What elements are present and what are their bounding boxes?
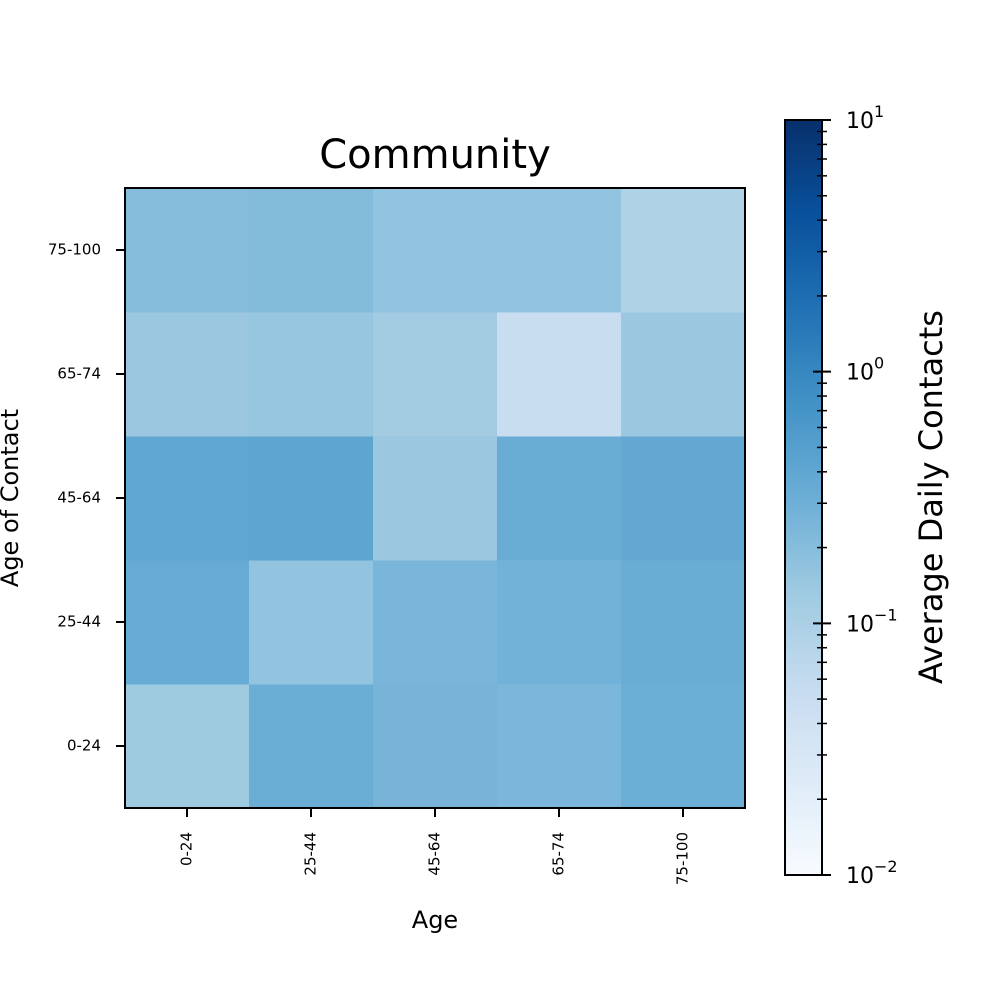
colorbar-tick-label: 10−2	[846, 857, 898, 889]
colorbar: 10−2 10−1 100 101 Average Daily Contacts	[784, 102, 950, 889]
colorbar-tick-label: 10−1	[846, 605, 898, 637]
y-axis-ticks: 0-24 25-44 45-64 65-74 75-100	[48, 241, 125, 755]
colorbar-gradient	[785, 120, 822, 875]
heatmap-cell	[373, 188, 498, 313]
heatmap-cell	[249, 684, 374, 809]
heatmap-cell	[621, 684, 746, 809]
heatmap-cell	[497, 436, 622, 561]
x-axis-ticks: 0-24 25-44 45-64 65-74 75-100	[178, 808, 692, 885]
heatmap-cell	[373, 560, 498, 685]
heatmap-cell	[125, 312, 250, 437]
x-tick-label: 65-74	[550, 832, 568, 876]
heatmap-cell	[125, 188, 250, 313]
x-tick-label: 25-44	[302, 832, 320, 876]
heatmap-cell	[125, 436, 250, 561]
heatmap-cell	[373, 312, 498, 437]
heatmap-cell	[497, 312, 622, 437]
heatmap-cell	[497, 684, 622, 809]
colorbar-frame	[784, 119, 823, 876]
y-tick-label: 65-74	[57, 365, 101, 383]
y-tick-label: 25-44	[57, 613, 101, 631]
y-tick-label: 0-24	[67, 737, 101, 755]
x-tick-label: 0-24	[178, 832, 196, 866]
heatmap-cell	[249, 436, 374, 561]
colorbar-tick-label: 100	[846, 354, 884, 386]
colorbar-tick-label: 101	[846, 102, 884, 134]
heatmap-cells	[125, 188, 746, 809]
heatmap-cell	[621, 560, 746, 685]
y-tick-label: 75-100	[48, 241, 101, 259]
heatmap-cell	[621, 188, 746, 313]
y-tick-label: 45-64	[57, 489, 101, 507]
heatmap-cell	[373, 684, 498, 809]
heatmap-cell	[621, 436, 746, 561]
y-axis-label: Age of Contact	[0, 409, 24, 587]
heatmap-cell	[125, 684, 250, 809]
x-axis-label: Age	[412, 906, 458, 934]
heatmap-cell	[249, 188, 374, 313]
colorbar-ticks: 10−2 10−1 100 101	[813, 102, 898, 889]
x-tick-label: 45-64	[426, 832, 444, 876]
heatmap-cell	[249, 560, 374, 685]
colorbar-label: Average Daily Contacts	[912, 310, 950, 684]
heatmap-cell	[125, 560, 250, 685]
heatmap-cell	[497, 560, 622, 685]
heatmap-cell	[497, 188, 622, 313]
heatmap-cell	[249, 312, 374, 437]
heatmap-cell	[373, 436, 498, 561]
chart-title: Community	[319, 132, 551, 178]
heatmap-cell	[621, 312, 746, 437]
x-tick-label: 75-100	[674, 832, 692, 885]
